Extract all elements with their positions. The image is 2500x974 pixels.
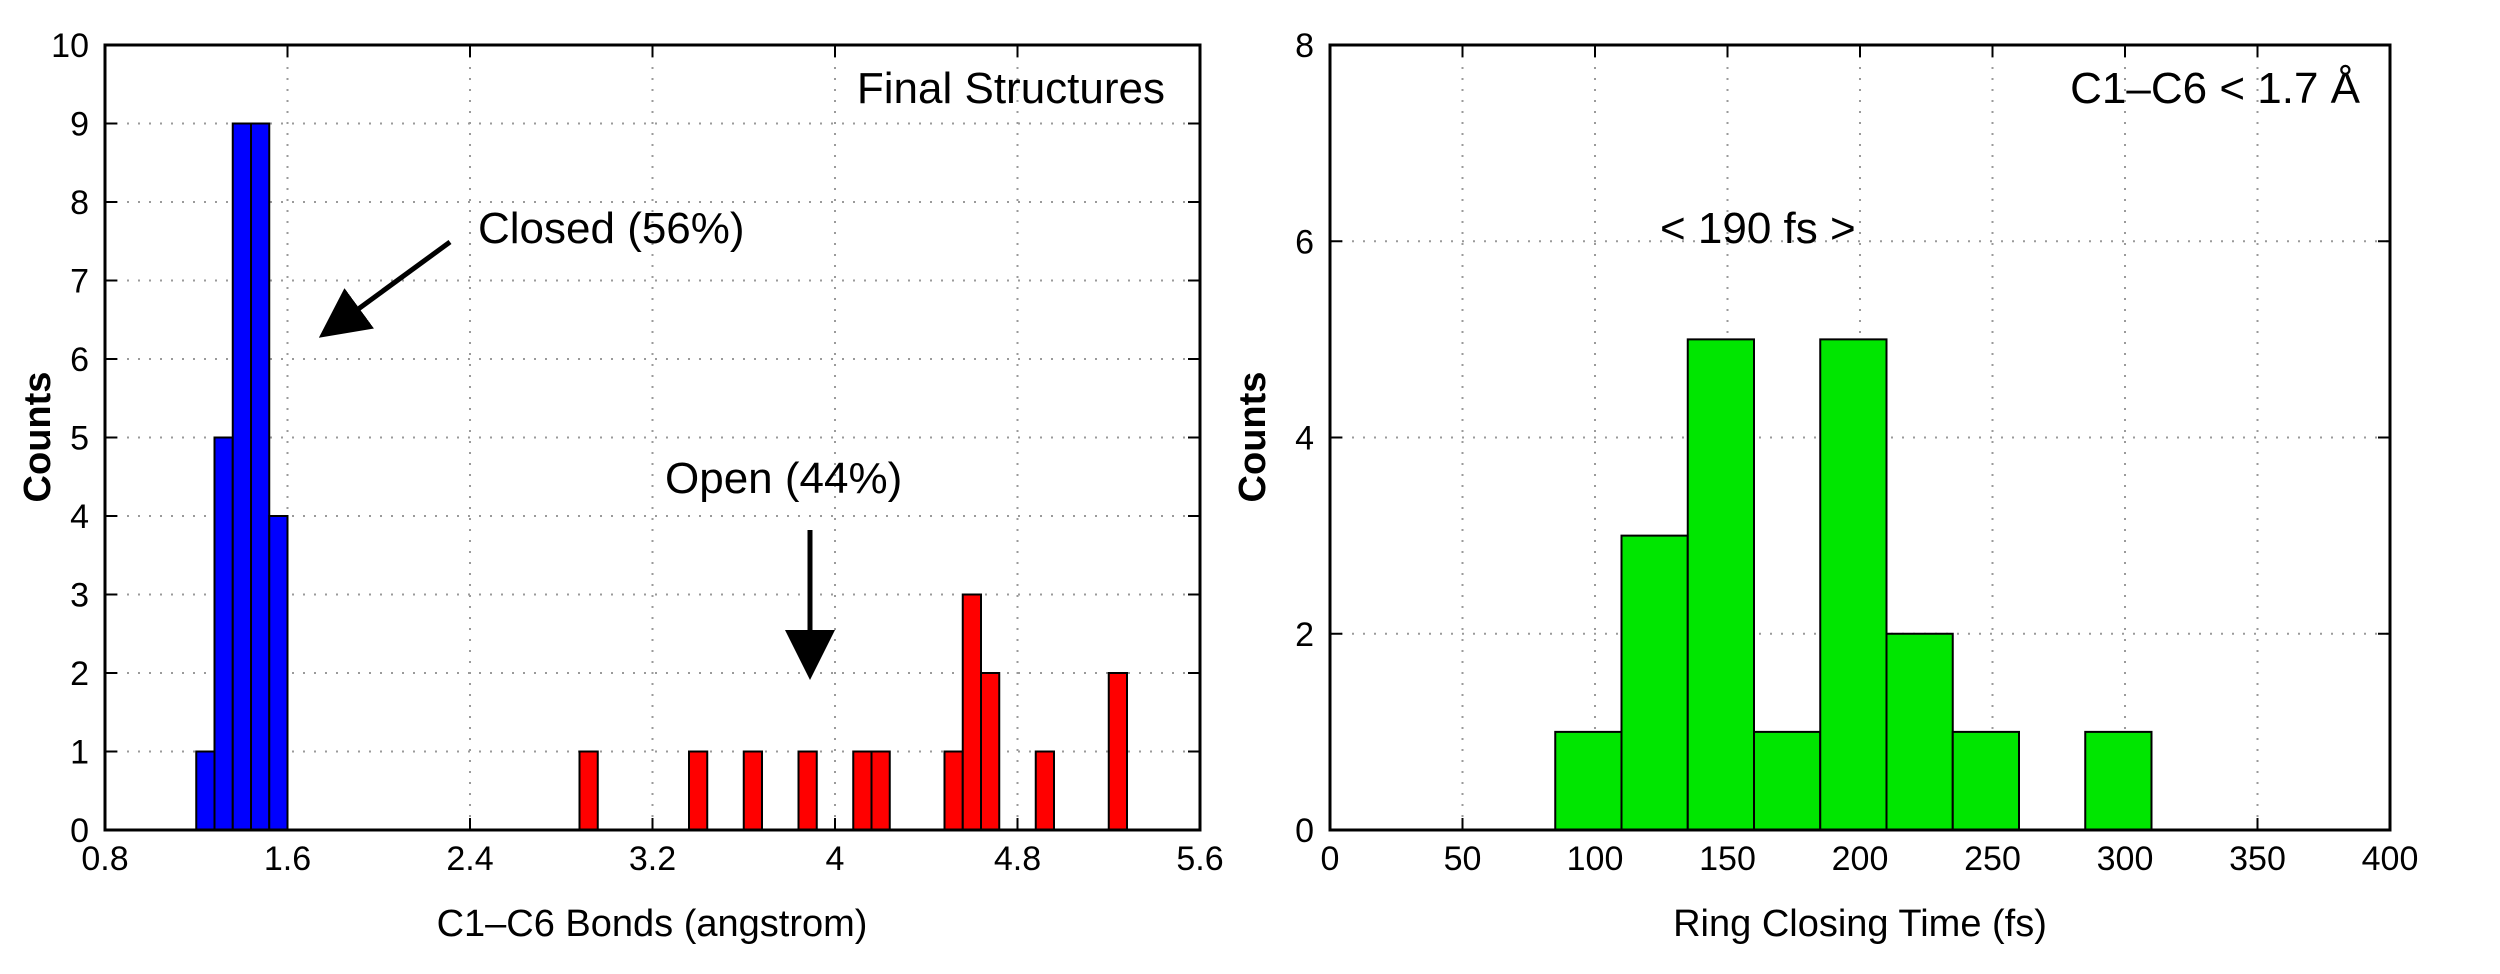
y-tick-label: 8 [1295,27,1314,65]
histogram-bar [250,122,271,831]
y-axis-label: Counts [1232,372,1274,503]
y-tick-label: 2 [1295,616,1314,654]
y-tick-label: 3 [70,577,89,615]
y-tick-label: 8 [70,184,89,222]
y-tick-label: 9 [70,106,89,144]
y-tick-label: 5 [70,420,89,458]
y-tick-label: 6 [1295,223,1314,261]
histogram-bar [1819,338,1888,831]
histogram-bar [961,593,982,831]
closed-arrow [318,239,452,338]
histogram-bar [1107,672,1128,831]
x-tick-label: 0.8 [81,840,128,878]
y-tick-label: 6 [70,341,89,379]
histogram-bar [980,672,1001,831]
ring-closing-time-histogram: 0 50 100 150 200 250 300 350 400 0 2 4 6 8 Ring Clos… [1232,27,2418,945]
histogram-bar [688,750,709,831]
histogram-bar [1753,730,1822,831]
x-tick-label: 150 [1699,840,1756,878]
x-tick-label: 400 [2362,840,2419,878]
x-tick-labels: 0 50 100 150 200 250 300 350 400 [1321,840,2419,878]
y-tick-label: 10 [51,27,89,65]
x-tick-label: 250 [1964,840,2021,878]
x-tick-label: 50 [1444,840,1482,878]
histogram-bar [1554,730,1623,831]
x-tick-label: 300 [2097,840,2154,878]
x-tick-label: 4.8 [994,840,1041,878]
y-tick-label: 7 [70,263,89,301]
annotation-open: Open (44%) [665,454,902,503]
x-axis-label: C1–C6 Bonds (angstrom) [437,903,868,945]
histogram-bars [1554,338,2153,831]
y-tick-label: 0 [70,812,89,850]
histogram-bar [231,122,252,831]
histogram-bar [578,750,599,831]
x-tick-label: 1.6 [264,840,311,878]
x-tick-label: 0 [1321,840,1340,878]
histogram-bar [1686,338,1755,831]
histogram-bar [1620,534,1689,831]
x-tick-label: 200 [1832,840,1889,878]
histogram-bar [2084,730,2153,831]
x-tick-labels: 0.8 1.6 2.4 3.2 4 4.8 5.6 [81,840,1223,878]
y-tick-label: 0 [1295,812,1314,850]
histogram-bar [797,750,818,831]
annotation-closed: Closed (56%) [478,204,745,253]
histogram-bar [870,750,891,831]
x-axis-label: Ring Closing Time (fs) [1673,903,2047,945]
annotation-threshold: C1–C6 < 1.7 Å [2070,64,2360,113]
histogram-bar [268,515,289,831]
y-tick-label: 4 [70,498,89,536]
histogram-bar [943,750,964,831]
x-tick-label: 5.6 [1176,840,1223,878]
y-tick-label: 1 [70,734,89,772]
x-tick-label: 350 [2229,840,2286,878]
histogram-bar [852,750,873,831]
plot-frame [103,43,1202,832]
histogram-bar [1034,750,1055,831]
x-tick-label: 3.2 [629,840,676,878]
histogram-bar [1951,730,2020,831]
annotation-mean-time: < 190 fs > [1660,204,1856,253]
plot-frame [1328,43,2392,832]
y-axis-label: Counts [17,372,59,503]
x-tick-label: 2.4 [446,840,493,878]
y-tick-labels: 0 2 4 6 8 [1295,27,1314,850]
x-tick-label: 4 [826,840,845,878]
histogram-bar [195,750,216,831]
histogram-bar [742,750,763,831]
y-tick-labels: 0 1 2 3 4 5 6 7 8 9 10 [51,27,89,850]
y-tick-label: 2 [70,655,89,693]
y-tick-label: 4 [1295,420,1314,458]
bond-length-histogram: 0.8 1.6 2.4 3.2 4 4.8 5.6 0 1 2 3 4 5 6 7 8 9 10 C1–C6 B… [17,27,1224,945]
x-tick-label: 100 [1567,840,1624,878]
histogram-bar [1885,632,1954,831]
histogram-bar [213,436,234,831]
annotation-final-structures: Final Structures [857,64,1165,113]
